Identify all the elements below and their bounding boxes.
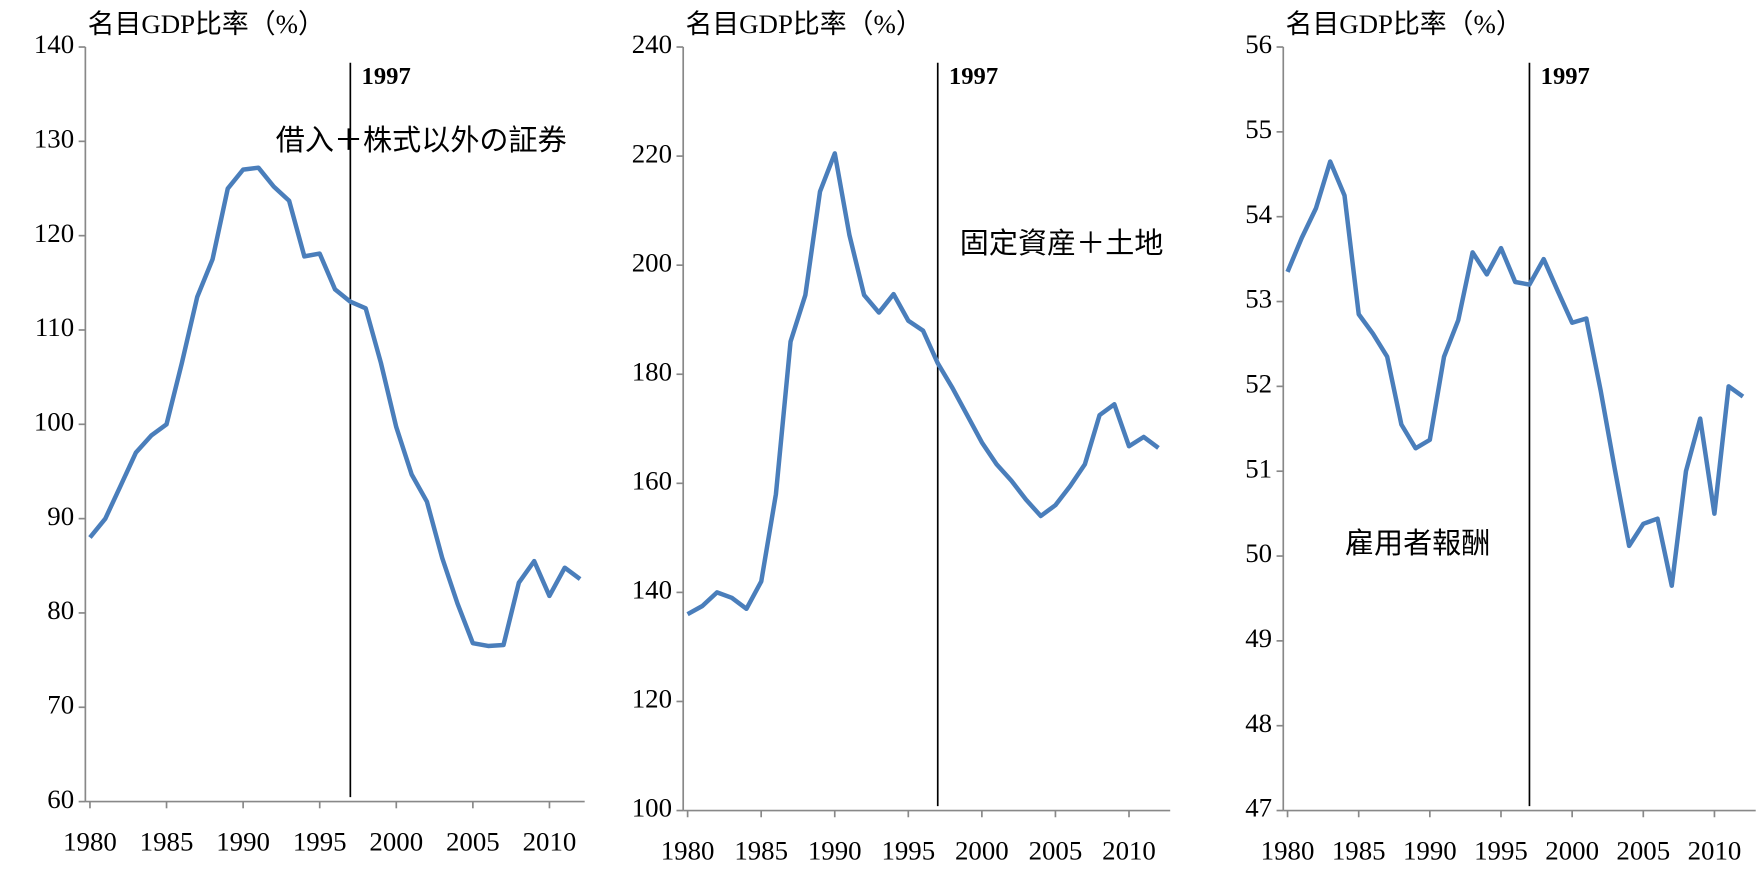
x-tick-label: 1985	[1332, 835, 1386, 865]
x-tick-label: 1995	[881, 835, 935, 865]
y-tick-label: 47	[1245, 793, 1272, 823]
y-tick-label: 140	[632, 575, 672, 605]
x-tick-label: 2000	[955, 835, 1009, 865]
y-axis-title: 名目GDP比率（%）	[1286, 9, 1523, 39]
y-tick-label: 240	[632, 29, 672, 59]
y-tick-label: 54	[1245, 199, 1272, 229]
y-tick-label: 80	[47, 595, 74, 625]
x-tick-label: 1995	[293, 826, 347, 856]
y-tick-label: 49	[1245, 623, 1272, 653]
series-label: 雇用者報酬	[1345, 527, 1490, 560]
y-tick-label: 120	[632, 684, 672, 714]
x-tick-label: 2000	[369, 826, 423, 856]
x-tick-label: 2010	[1688, 835, 1742, 865]
reference-label: 1997	[949, 63, 998, 90]
y-tick-label: 53	[1245, 284, 1272, 314]
x-tick-label: 2010	[1102, 835, 1156, 865]
y-tick-label: 90	[47, 501, 74, 531]
x-tick-label: 1995	[1474, 835, 1528, 865]
y-tick-label: 180	[632, 356, 672, 386]
y-tick-label: 52	[1245, 369, 1272, 399]
y-tick-label: 56	[1245, 29, 1272, 59]
x-tick-label: 2005	[446, 826, 500, 856]
y-tick-label: 120	[34, 218, 74, 248]
y-tick-label: 55	[1245, 114, 1272, 144]
y-tick-label: 50	[1245, 538, 1272, 568]
y-axis-title: 名目GDP比率（%）	[88, 9, 325, 39]
y-tick-label: 48	[1245, 708, 1272, 738]
reference-label: 1997	[362, 63, 411, 90]
y-tick-label: 110	[35, 312, 74, 342]
x-tick-label: 1980	[661, 835, 715, 865]
data-line	[88, 165, 582, 649]
y-tick-label: 140	[34, 29, 74, 59]
y-tick-label: 70	[47, 689, 74, 719]
x-tick-label: 2000	[1545, 835, 1599, 865]
data-line	[686, 151, 1160, 617]
y-axis-title: 名目GDP比率（%）	[685, 9, 922, 39]
x-tick-label: 1990	[1403, 835, 1457, 865]
x-tick-label: 2005	[1616, 835, 1670, 865]
reference-label: 1997	[1541, 63, 1590, 90]
x-tick-label: 2010	[523, 826, 577, 856]
y-tick-label: 160	[632, 465, 672, 495]
data-line	[1285, 159, 1745, 588]
y-tick-label: 220	[632, 138, 672, 168]
y-tick-label: 60	[47, 784, 74, 814]
y-tick-label: 130	[34, 124, 74, 154]
x-tick-label: 1980	[63, 826, 117, 856]
x-tick-label: 1990	[216, 826, 270, 856]
y-tick-label: 100	[34, 406, 74, 436]
x-tick-label: 1985	[140, 826, 194, 856]
x-tick-label: 1990	[808, 835, 862, 865]
x-tick-label: 2005	[1029, 835, 1083, 865]
x-tick-label: 1980	[1261, 835, 1315, 865]
y-tick-label: 100	[632, 793, 672, 823]
series-label: 固定資産＋土地	[960, 227, 1164, 260]
y-tick-label: 51	[1245, 453, 1272, 483]
y-tick-label: 200	[632, 247, 672, 277]
series-label: 借入＋株式以外の証券	[276, 124, 567, 157]
x-tick-label: 1985	[734, 835, 788, 865]
